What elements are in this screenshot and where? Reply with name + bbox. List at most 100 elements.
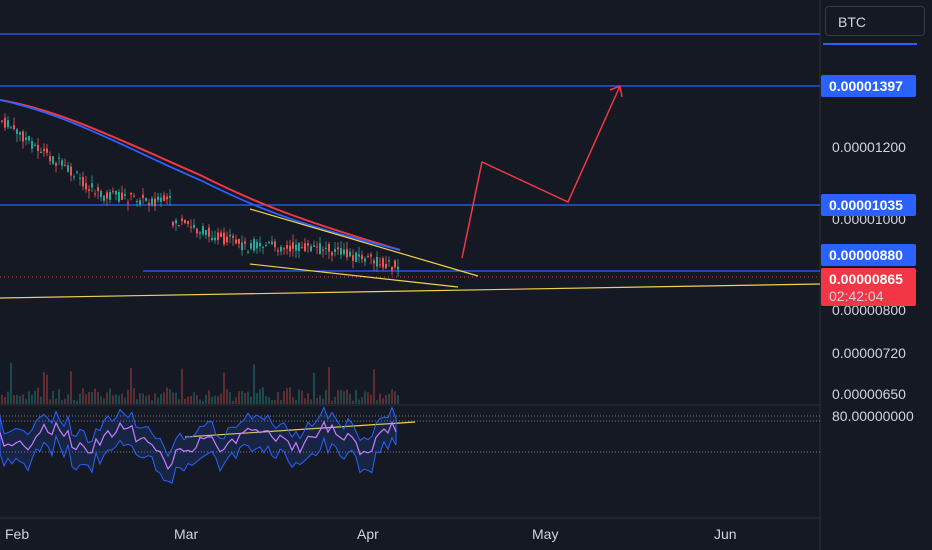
volume-bar bbox=[364, 391, 366, 404]
candle-body bbox=[49, 156, 51, 162]
volume-bar bbox=[235, 397, 237, 404]
volume-bar bbox=[52, 391, 54, 404]
candle-body bbox=[331, 252, 333, 256]
candle-body bbox=[139, 200, 141, 205]
candle-body bbox=[364, 258, 366, 262]
price-tag-label: 0.00001035 bbox=[829, 197, 903, 213]
volume-bar bbox=[115, 394, 117, 404]
candle-body bbox=[85, 183, 87, 190]
candle-body bbox=[289, 245, 291, 252]
y-tick-label: 0.00000650 bbox=[832, 386, 906, 402]
volume-bar bbox=[385, 395, 387, 404]
volume-bar bbox=[337, 390, 339, 404]
candle-body bbox=[319, 243, 321, 255]
volume-bar bbox=[7, 391, 9, 404]
volume-bar bbox=[76, 400, 78, 404]
rsi-band bbox=[0, 405, 397, 484]
candle-body bbox=[142, 194, 144, 198]
volume-bar bbox=[196, 395, 198, 404]
volume-bar bbox=[214, 395, 216, 404]
candle-body bbox=[76, 171, 78, 173]
candle-body bbox=[382, 258, 384, 268]
volume-bar bbox=[319, 395, 321, 404]
volume-bar bbox=[394, 391, 396, 404]
candle-body bbox=[352, 255, 354, 261]
candle-body bbox=[70, 166, 72, 176]
candle-body bbox=[136, 201, 138, 203]
candle-body bbox=[235, 239, 237, 244]
volume-bar bbox=[277, 392, 279, 404]
y-tick-label: 0.00000720 bbox=[832, 345, 906, 361]
y-tick-label: 0.00001200 bbox=[832, 139, 906, 155]
candle-body bbox=[253, 239, 255, 251]
candle-body bbox=[259, 242, 261, 247]
volume-bar bbox=[169, 389, 171, 404]
candle-body bbox=[28, 136, 30, 141]
symbol-selector[interactable]: BTC bbox=[825, 6, 925, 36]
volume-bar bbox=[88, 392, 90, 404]
trendline-upper bbox=[249, 208, 479, 277]
candle-body bbox=[214, 237, 216, 241]
volume-bar bbox=[202, 400, 204, 404]
x-tick-label: Mar bbox=[174, 526, 198, 542]
volume-bar bbox=[28, 391, 30, 404]
volume-bar bbox=[388, 393, 390, 404]
candle-body bbox=[304, 243, 306, 252]
candle-body bbox=[112, 191, 114, 193]
candle-body bbox=[178, 224, 180, 226]
volume-bar bbox=[340, 389, 342, 404]
candle-body bbox=[196, 228, 198, 234]
candle-body bbox=[232, 235, 234, 238]
candle-body bbox=[166, 196, 168, 200]
volume-bar bbox=[70, 371, 72, 404]
candle-body bbox=[187, 221, 189, 224]
volume-bar bbox=[67, 394, 69, 404]
volume-bar bbox=[262, 387, 264, 404]
candle-body bbox=[355, 252, 357, 262]
candle-body bbox=[286, 245, 288, 249]
price-tag-1397 bbox=[821, 75, 916, 97]
volume-bar bbox=[91, 391, 93, 404]
volume-bar bbox=[379, 393, 381, 404]
candle-body bbox=[220, 232, 222, 237]
candle-body bbox=[13, 125, 15, 130]
candle-body bbox=[22, 131, 24, 142]
candle-body bbox=[265, 245, 267, 247]
volume-bar bbox=[367, 392, 369, 404]
x-tick-label: Apr bbox=[357, 526, 379, 542]
candle-body bbox=[106, 192, 108, 199]
volume-bar bbox=[1, 394, 3, 404]
volume-bar bbox=[160, 394, 162, 404]
candle-body bbox=[10, 127, 12, 129]
rsi-line bbox=[0, 420, 397, 471]
candle-body bbox=[256, 241, 258, 249]
volume-bar bbox=[238, 391, 240, 404]
volume-bar bbox=[280, 400, 282, 404]
volume-bar bbox=[361, 397, 363, 404]
price-tag-label: 0.00001397 bbox=[829, 78, 903, 94]
volume-bar bbox=[172, 392, 174, 404]
volume-bar bbox=[226, 389, 228, 404]
volume-bar bbox=[274, 399, 276, 404]
volume-bar bbox=[73, 399, 75, 404]
candle-body bbox=[334, 249, 336, 252]
candle-body bbox=[391, 266, 393, 271]
candle-body bbox=[394, 260, 396, 268]
volume-bar bbox=[373, 369, 375, 404]
trendline-lower bbox=[249, 263, 459, 288]
volume-bar bbox=[154, 393, 156, 404]
candle-body bbox=[151, 198, 153, 205]
volume-bar bbox=[232, 400, 234, 404]
volume-bar bbox=[241, 391, 243, 404]
candle-body bbox=[157, 196, 159, 201]
volume-bar bbox=[382, 398, 384, 404]
volume-bar bbox=[178, 399, 180, 404]
volume-bar bbox=[301, 390, 303, 404]
volume-bar bbox=[352, 400, 354, 404]
candle-body bbox=[328, 244, 330, 252]
volume-bar bbox=[31, 394, 33, 404]
volume-bar bbox=[148, 394, 150, 404]
volume-bar bbox=[304, 398, 306, 404]
